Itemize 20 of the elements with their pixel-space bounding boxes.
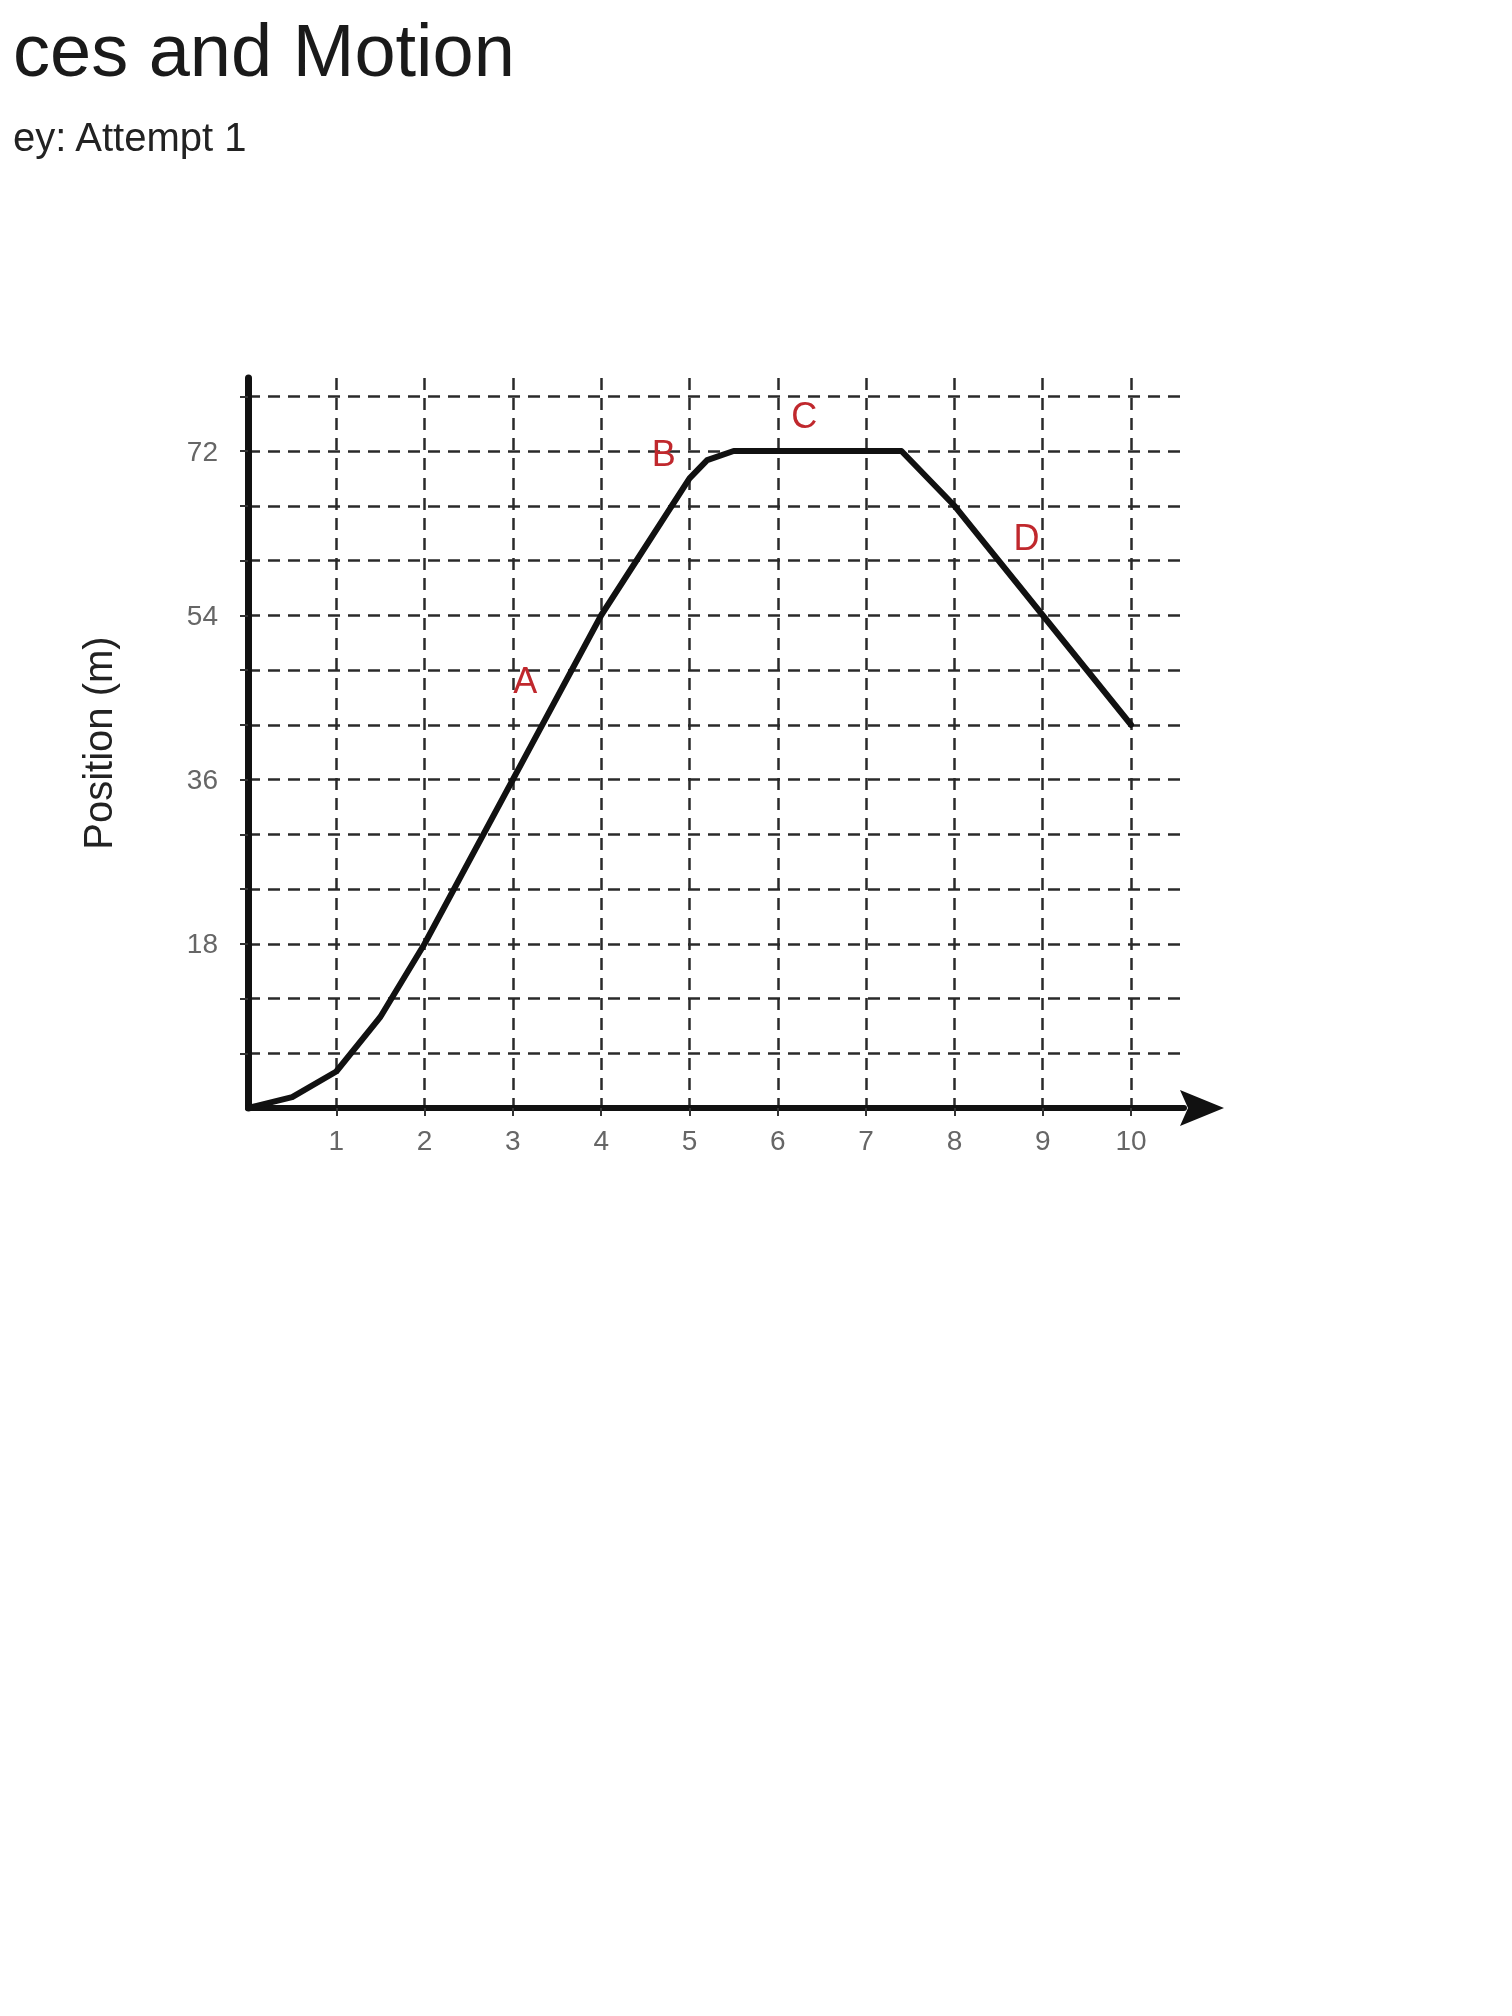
x-tick-label: 2 bbox=[416, 1124, 433, 1156]
x-tick-label: 10 bbox=[1115, 1124, 1147, 1156]
y-axis-title: Position (m) bbox=[76, 636, 120, 850]
x-tick-label: 9 bbox=[1034, 1124, 1051, 1156]
x-tick-label: 6 bbox=[770, 1124, 786, 1156]
y-tick-label: 18 bbox=[186, 928, 218, 960]
x-tick-label: 3 bbox=[505, 1124, 521, 1156]
x-tick-label: 8 bbox=[946, 1124, 963, 1156]
chart-title: ces and Motion bbox=[13, 8, 515, 92]
annotation: D bbox=[1013, 517, 1040, 559]
chart-subtitle: ey: Attempt 1 bbox=[13, 115, 247, 159]
y-tick-label: 36 bbox=[186, 764, 218, 795]
x-tick-label: 1 bbox=[328, 1124, 345, 1156]
annotation: A bbox=[513, 659, 538, 701]
x-tick-label: 5 bbox=[681, 1124, 698, 1156]
x-tick-label: 4 bbox=[593, 1124, 609, 1156]
annotation: C bbox=[791, 394, 818, 436]
y-tick-label: 72 bbox=[186, 435, 218, 467]
y-tick-label: 54 bbox=[186, 599, 218, 631]
x-tick-label: 7 bbox=[858, 1124, 874, 1156]
